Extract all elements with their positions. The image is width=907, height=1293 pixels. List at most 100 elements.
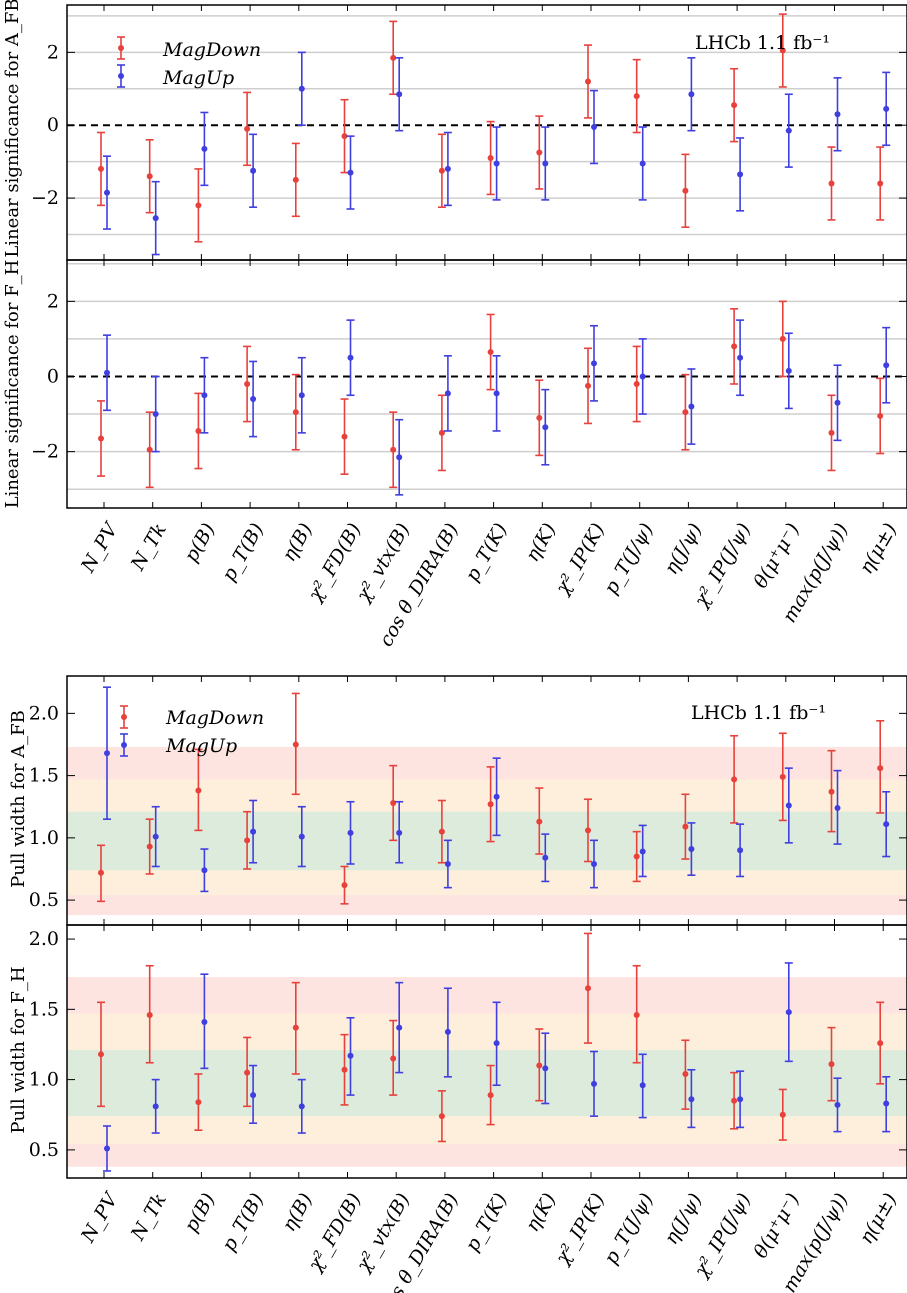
- legend-marker-magdown: [120, 705, 128, 729]
- data-point: [731, 343, 738, 350]
- series-magdown: [97, 932, 885, 1143]
- data-point: [250, 1092, 257, 1099]
- data-point: [250, 396, 257, 403]
- y-tick-label: −2: [31, 441, 59, 463]
- data-point: [104, 369, 110, 376]
- x-tick-label: N_Tk: [126, 1190, 171, 1245]
- series-magup: [103, 51, 891, 256]
- x-tick-label: N_Tk: [126, 520, 171, 575]
- data-point: [201, 867, 208, 874]
- data-point: [737, 354, 744, 361]
- data-point: [785, 1009, 792, 1016]
- data-point: [585, 78, 591, 85]
- data-point: [633, 1011, 640, 1018]
- data-point: [591, 124, 597, 131]
- series-magup: [103, 319, 891, 496]
- data-point: [536, 414, 543, 421]
- x-tick-label: η(K): [521, 1190, 560, 1236]
- y-tick-label: −2: [31, 187, 59, 209]
- series-magup: [103, 686, 891, 893]
- data-point: [98, 165, 104, 172]
- data-point: [688, 91, 695, 98]
- data-point: [390, 799, 397, 806]
- y-tick-label: 2: [47, 290, 59, 312]
- data-point: [682, 823, 689, 830]
- data-point: [883, 105, 890, 112]
- data-point: [785, 802, 792, 809]
- y-axis-label: Linear significance for F_H: [2, 260, 23, 509]
- data-point: [828, 180, 835, 187]
- data-point: [682, 409, 689, 416]
- data-point: [152, 1103, 159, 1110]
- data-point: [737, 171, 744, 178]
- legend-point: [118, 73, 124, 79]
- data-point: [341, 1066, 348, 1073]
- y-tick-label: 0: [47, 114, 59, 136]
- data-point: [298, 392, 305, 399]
- data-point: [438, 167, 445, 174]
- data-point: [737, 1096, 744, 1103]
- legend-marker-magup: [120, 733, 128, 757]
- legend-point: [118, 45, 124, 51]
- data-point: [682, 1070, 689, 1077]
- legend-label-magup: MagUp: [162, 67, 234, 89]
- data-point: [396, 454, 403, 461]
- data-point: [828, 429, 835, 436]
- data-point: [779, 1111, 786, 1118]
- data-point: [438, 429, 445, 436]
- data-point: [877, 180, 884, 187]
- data-point: [201, 392, 208, 399]
- x-tick-label: η(μ±): [855, 520, 901, 578]
- y-tick-label: 1.0: [29, 1069, 59, 1091]
- series-magdown: [97, 300, 885, 489]
- data-point: [396, 1024, 403, 1031]
- data-point: [779, 335, 786, 342]
- data-point: [731, 102, 738, 109]
- data-point: [146, 173, 153, 180]
- data-point: [883, 821, 890, 828]
- data-point: [104, 189, 110, 196]
- legend-point: [121, 714, 127, 720]
- data-point: [292, 409, 299, 416]
- data-point: [98, 869, 104, 876]
- data-point: [201, 1018, 208, 1025]
- data-point: [737, 847, 744, 854]
- data-point: [731, 1097, 738, 1104]
- data-point: [438, 828, 445, 835]
- x-tick-label: η(B): [278, 520, 317, 566]
- series-magdown: [97, 692, 885, 905]
- y-tick-label: 0: [47, 365, 59, 387]
- lhcb-annotation-top: LHCb 1.1 fb⁻¹: [695, 32, 830, 54]
- x-tick-label: N_PV: [76, 518, 123, 577]
- data-point: [347, 354, 354, 361]
- data-point: [98, 1051, 104, 1058]
- data-point: [639, 160, 646, 167]
- data-point: [292, 1024, 299, 1031]
- data-point: [390, 54, 397, 61]
- x-tick-label: η(J/ψ): [660, 520, 707, 579]
- y-tick-label: 2.0: [29, 702, 59, 724]
- data-point: [244, 125, 251, 132]
- data-point: [341, 133, 348, 140]
- data-point: [152, 215, 159, 222]
- y-tick-label: 2: [47, 41, 59, 63]
- legend-label-magup: MagUp: [165, 735, 237, 757]
- data-point: [493, 1040, 500, 1047]
- data-point: [493, 793, 500, 800]
- data-point: [639, 1082, 646, 1089]
- data-point: [779, 47, 786, 54]
- data-point: [633, 381, 640, 387]
- data-point: [201, 145, 208, 152]
- data-point: [585, 985, 591, 992]
- data-point: [292, 741, 299, 748]
- data-point: [487, 349, 494, 356]
- data-point: [542, 854, 549, 861]
- data-point: [396, 829, 403, 836]
- data-point: [250, 167, 257, 174]
- x-tick-label: η(μ±): [855, 1190, 901, 1248]
- data-point: [195, 202, 202, 209]
- data-point: [883, 362, 890, 369]
- data-point: [444, 860, 451, 867]
